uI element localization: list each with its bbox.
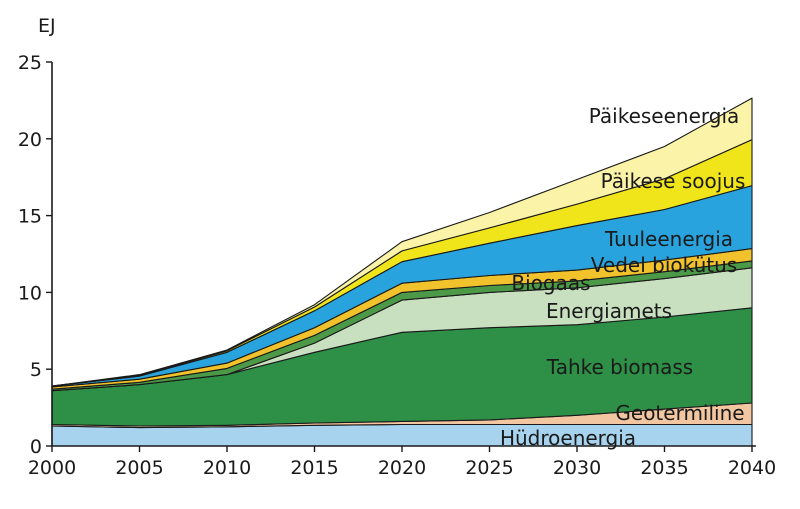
series-label-vedel-biokutus: Vedel biokütus bbox=[591, 253, 737, 277]
x-tick-label: 2000 bbox=[28, 457, 76, 479]
y-tick-label: 10 bbox=[18, 282, 42, 304]
y-tick-label: 25 bbox=[18, 52, 42, 74]
x-tick-label: 2020 bbox=[378, 457, 426, 479]
x-tick-label: 2025 bbox=[465, 457, 513, 479]
x-tick-label: 2010 bbox=[203, 457, 251, 479]
series-label-tahke-biomass: Tahke biomass bbox=[546, 355, 693, 379]
y-tick-label: 20 bbox=[18, 129, 42, 151]
series-label-tuuleenergia: Tuuleenergia bbox=[604, 227, 733, 251]
tick-layer: 2000 2005 2010 2015 2020 2025 2030 2035 20400510… bbox=[18, 52, 776, 479]
x-tick-label: 2005 bbox=[115, 457, 163, 479]
series-label-paikese-soojus: Päikese soojus bbox=[601, 169, 746, 193]
x-tick-label: 2015 bbox=[290, 457, 338, 479]
x-tick-label: 2030 bbox=[553, 457, 601, 479]
x-tick-label: 2040 bbox=[728, 457, 776, 479]
y-tick-label: 5 bbox=[30, 359, 42, 381]
area-layer bbox=[51, 97, 753, 447]
series-label-hudroenergia: Hüdroenergia bbox=[500, 426, 636, 450]
y-tick-label: 15 bbox=[18, 206, 42, 228]
axes-layer bbox=[51, 62, 756, 447]
area-paikeseenergia bbox=[51, 97, 753, 387]
y-tick-label: 0 bbox=[30, 436, 42, 458]
series-label-geotermiline: Geotermiline bbox=[615, 401, 744, 425]
series-label-energiamets: Energiamets bbox=[546, 299, 672, 323]
x-tick-label: 2035 bbox=[640, 457, 688, 479]
series-label-biogaas: Biogaas bbox=[511, 271, 590, 295]
y-axis-unit-label: EJ bbox=[38, 15, 56, 37]
series-label-paikeseenergia: Päikeseenergia bbox=[589, 104, 740, 128]
